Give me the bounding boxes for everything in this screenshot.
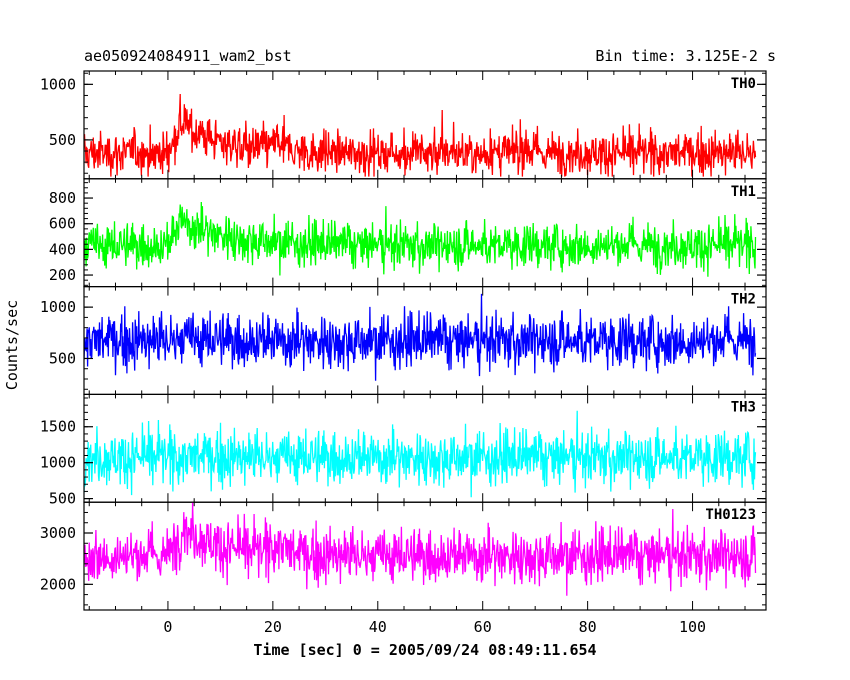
series-line-th3 [84,410,757,498]
y-tick-label: 800 [49,189,76,207]
y-tick-label: 200 [49,266,76,284]
panel-label: TH3 [731,399,756,415]
y-tick-label: 400 [49,240,76,258]
x-tick-label: 60 [474,618,492,636]
panel-th3: 500 1000 1500 TH3 [40,393,767,508]
panel-frame [83,178,767,288]
panel-label: TH1 [731,184,756,200]
chart-title: ae050924084911_wam2_bst [84,47,292,65]
series-line-th1 [84,201,757,277]
panel-label: TH0123 [705,507,756,523]
series-line-th0123 [84,502,757,596]
bin-time-label: Bin time: 3.125E-2 s [595,47,776,65]
y-tick-label: 1500 [40,418,76,436]
panel-label: TH0 [731,76,756,92]
x-tick-label: 0 [163,618,172,636]
y-tick-label: 1000 [40,454,76,472]
y-tick-label: 3000 [40,524,76,542]
y-tick-label: 500 [49,349,76,367]
panel-th0: 500 1000 TH0 [40,70,767,180]
panel-th0123: 2000 3000 TH0123 [40,501,767,611]
y-axis-label: Counts/sec [3,300,21,390]
y-tick-label: 1000 [40,298,76,316]
panel-th2: 500 1000 TH2 [40,286,767,396]
x-tick-label: 40 [369,618,387,636]
x-tick-label: 100 [679,618,706,636]
panel-th1: 200 400 600 800 TH1 [49,178,767,288]
x-tick-label: 80 [579,618,597,636]
panel-frame [83,501,767,611]
x-axis-label: Time [sec] 0 = 2005/09/24 08:49:11.654 [253,641,596,659]
y-tick-label: 2000 [40,575,76,593]
y-tick-label: 500 [49,131,76,149]
y-tick-label: 1000 [40,75,76,93]
panel-label: TH2 [731,292,756,308]
series-line-th0 [84,93,757,177]
y-tick-label: 500 [49,490,76,508]
series-line-th2 [84,293,757,381]
y-tick-label: 600 [49,215,76,233]
x-tick-label: 20 [264,618,282,636]
